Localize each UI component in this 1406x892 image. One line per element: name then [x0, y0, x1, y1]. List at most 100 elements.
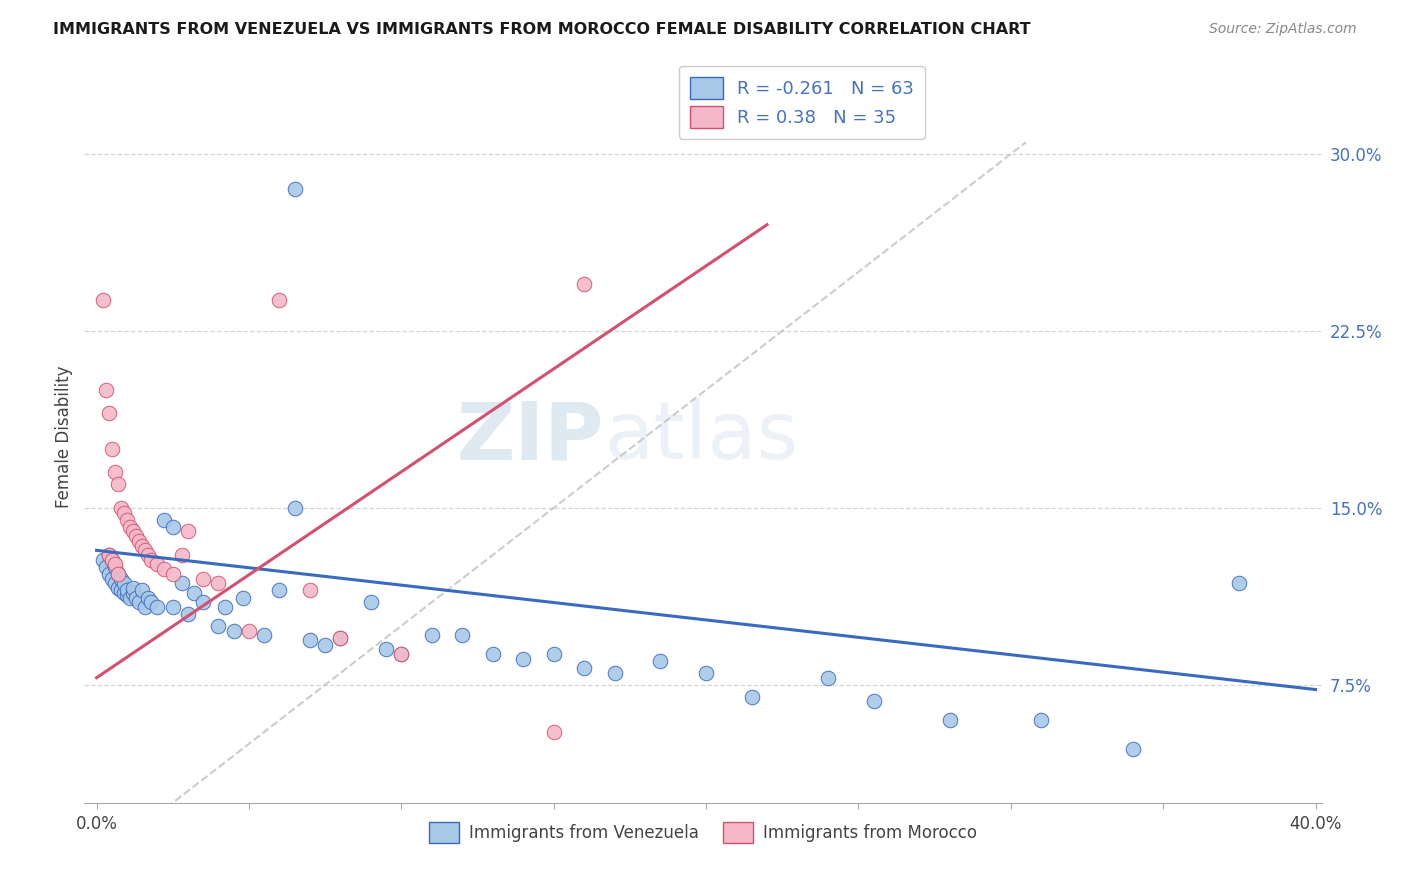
Point — [122, 586, 145, 600]
Point — [1031, 713, 1053, 727]
Point — [134, 543, 156, 558]
Point — [104, 559, 127, 574]
Point — [862, 694, 884, 708]
Point — [298, 632, 321, 647]
Point — [222, 624, 245, 638]
Point — [238, 624, 260, 638]
Point — [207, 619, 229, 633]
Point — [269, 293, 291, 308]
Point — [152, 562, 174, 576]
Point — [97, 548, 120, 562]
Point — [183, 586, 205, 600]
Point — [650, 654, 672, 668]
Point — [162, 566, 184, 581]
Point — [817, 671, 839, 685]
Point — [162, 520, 184, 534]
Point — [146, 558, 169, 572]
Point — [94, 559, 117, 574]
Point — [141, 595, 163, 609]
Point — [375, 642, 398, 657]
Point — [104, 558, 127, 572]
Point — [389, 647, 412, 661]
Point — [120, 591, 142, 605]
Point — [360, 595, 382, 609]
Point — [107, 477, 129, 491]
Text: ZIP: ZIP — [457, 398, 605, 476]
Point — [110, 583, 132, 598]
Legend: Immigrants from Venezuela, Immigrants from Morocco: Immigrants from Venezuela, Immigrants fr… — [422, 815, 984, 849]
Point — [146, 599, 169, 614]
Point — [115, 588, 138, 602]
Point — [329, 631, 352, 645]
Point — [170, 576, 193, 591]
Point — [125, 591, 148, 605]
Point — [101, 553, 124, 567]
Point — [1122, 741, 1144, 756]
Point — [481, 647, 503, 661]
Point — [128, 533, 150, 548]
Point — [232, 591, 254, 605]
Point — [115, 583, 138, 598]
Point — [131, 539, 153, 553]
Point — [138, 591, 160, 605]
Point — [284, 500, 307, 515]
Point — [284, 182, 307, 196]
Point — [107, 566, 129, 581]
Point — [91, 293, 114, 308]
Point — [543, 647, 565, 661]
Point — [112, 586, 135, 600]
Point — [193, 572, 215, 586]
Point — [1227, 576, 1250, 591]
Point — [128, 595, 150, 609]
Point — [420, 628, 443, 642]
Point — [572, 661, 595, 675]
Point — [134, 599, 156, 614]
Point — [101, 553, 124, 567]
Text: IMMIGRANTS FROM VENEZUELA VS IMMIGRANTS FROM MOROCCO FEMALE DISABILITY CORRELATI: IMMIGRANTS FROM VENEZUELA VS IMMIGRANTS … — [53, 22, 1031, 37]
Point — [120, 520, 142, 534]
Point — [107, 566, 129, 581]
Point — [939, 713, 962, 727]
Y-axis label: Female Disability: Female Disability — [55, 366, 73, 508]
Text: Source: ZipAtlas.com: Source: ZipAtlas.com — [1209, 22, 1357, 37]
Point — [269, 583, 291, 598]
Point — [141, 553, 163, 567]
Point — [695, 666, 717, 681]
Point — [122, 524, 145, 539]
Point — [101, 572, 124, 586]
Point — [107, 581, 129, 595]
Point — [572, 277, 595, 291]
Point — [112, 506, 135, 520]
Point — [741, 690, 763, 704]
Point — [138, 548, 160, 562]
Point — [104, 466, 127, 480]
Point — [214, 599, 236, 614]
Point — [329, 631, 352, 645]
Point — [298, 583, 321, 598]
Point — [112, 576, 135, 591]
Point — [177, 607, 200, 621]
Point — [122, 581, 145, 595]
Point — [543, 725, 565, 739]
Point — [101, 442, 124, 456]
Point — [97, 548, 120, 562]
Point — [207, 576, 229, 591]
Point — [603, 666, 626, 681]
Point — [131, 583, 153, 598]
Point — [314, 638, 336, 652]
Point — [162, 599, 184, 614]
Point — [125, 529, 148, 543]
Point — [512, 652, 534, 666]
Point — [104, 576, 127, 591]
Point — [170, 548, 193, 562]
Point — [451, 628, 474, 642]
Point — [110, 572, 132, 586]
Point — [110, 500, 132, 515]
Point — [389, 647, 412, 661]
Point — [115, 513, 138, 527]
Point — [193, 595, 215, 609]
Point — [97, 566, 120, 581]
Point — [177, 524, 200, 539]
Point — [97, 407, 120, 421]
Text: atlas: atlas — [605, 398, 799, 476]
